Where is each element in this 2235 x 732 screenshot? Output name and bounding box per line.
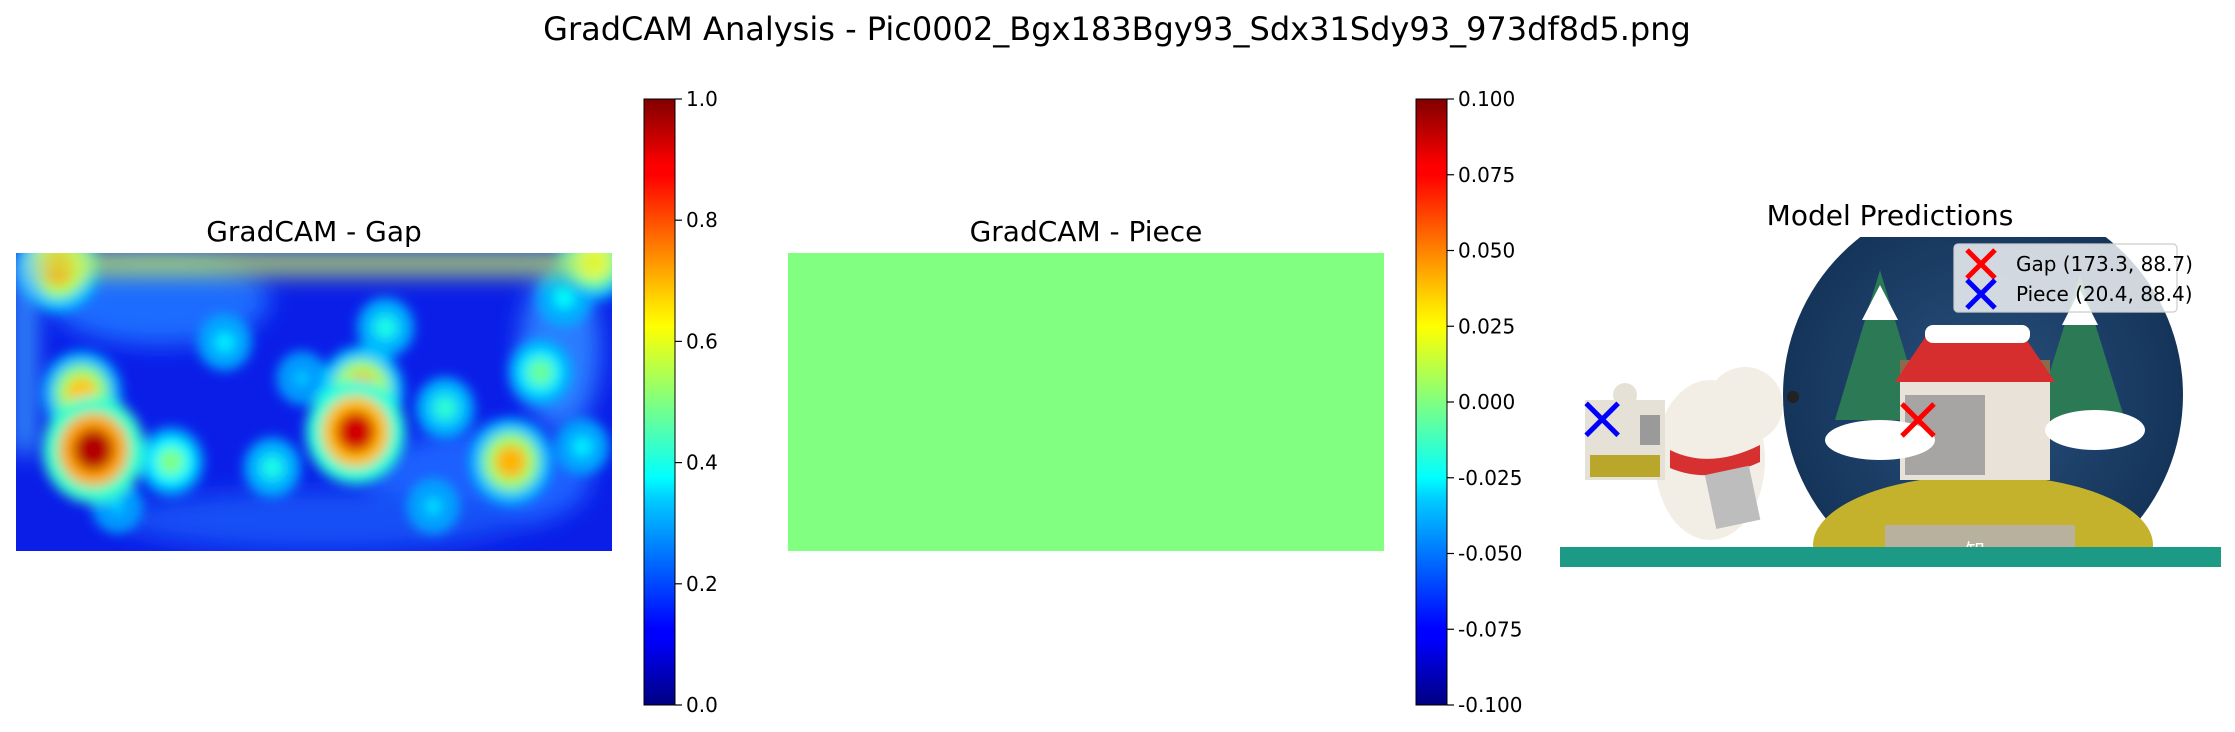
piece-colorbar [1415, 98, 1448, 706]
gap-hotspot-0-layer-3 [112, 501, 122, 512]
gap-hotspot-10-layer-3 [165, 455, 177, 468]
gap-hotspot-6-layer-3 [267, 462, 278, 473]
legend-box [1953, 243, 2178, 313]
colorbar-tick-label: 0.050 [1458, 239, 1515, 263]
colorbar-tick-label: 1.0 [686, 87, 718, 111]
prediction-marker-1 [1584, 401, 1620, 438]
gap-hotspot-3-layer-3 [219, 337, 230, 348]
piece-panel: GradCAM - Piece -0.100 -0.075 -0.050 -0.025… [788, 87, 1522, 717]
gap-hotspot-5-layer-3 [559, 292, 570, 303]
gap-hotspot-9-layer-3 [534, 366, 547, 379]
figure-title: GradCAM Analysis - Pic0002_Bgx183Bgy93_S… [543, 10, 1691, 48]
gap-hotspot-16-layer-3 [346, 422, 365, 442]
colorbar-tick-label: 0.100 [1458, 87, 1515, 111]
gap-hotspot-8-layer-3 [439, 402, 451, 414]
gap-hotspot-2-layer-3 [428, 501, 438, 512]
predictions-title: Model Predictions [1767, 199, 2014, 232]
prediction-markers [1584, 401, 1936, 438]
gap-hotspot-7-layer-3 [380, 322, 391, 333]
piece-heatmap-title: GradCAM - Piece [970, 215, 1203, 248]
gap-panel: GradCAM - Gap 0.0 0.2 0.4 0.6 0.8 1.0 [16, 87, 718, 717]
gap-hotspot-13-layer-3 [503, 453, 519, 470]
piece-heatmap-image [788, 253, 1384, 551]
colorbar-tick-label: -0.025 [1458, 466, 1522, 490]
gap-hotspot-4-layer-3 [577, 441, 588, 452]
predictions-legend: Gap (173.3, 88.7) Piece (20.4, 88.4) [1953, 243, 2193, 313]
legend-marker-0 [1965, 248, 1997, 280]
legend-label-1: Piece (20.4, 88.4) [2016, 282, 2193, 306]
colorbar-tick-label: 0.6 [686, 329, 718, 353]
predictions-background-image: 知 [1560, 237, 2221, 567]
colorbar-tick-label: 0.4 [686, 451, 718, 475]
legend-label-0: Gap (173.3, 88.7) [2016, 252, 2193, 276]
colorbar-tick-label: 0.025 [1458, 314, 1515, 338]
colorbar-tick-label: -0.050 [1458, 542, 1522, 566]
colorbar-tick-label: 0.075 [1458, 163, 1515, 187]
colorbar-tick-label: -0.100 [1458, 693, 1522, 717]
colorbar-tick-label: 0.000 [1458, 390, 1515, 414]
gap-hotspot-17-layer-3 [84, 439, 103, 460]
legend-marker-1 [1965, 278, 1997, 310]
colorbar-tick-label: 0.8 [686, 208, 718, 232]
gap-colorbar-ticks: 0.0 0.2 0.4 0.6 0.8 1.0 [675, 87, 718, 717]
gap-heatmap-title: GradCAM - Gap [206, 215, 422, 248]
prediction-marker-0 [1900, 402, 1936, 438]
gap-colorbar [643, 98, 676, 706]
colorbar-tick-label: -0.075 [1458, 617, 1522, 641]
piece-colorbar-ticks: -0.100 -0.075 -0.050 -0.025 0.000 0.025 0.050 0… [1447, 87, 1522, 717]
gap-heatmap-image [16, 253, 612, 551]
predictions-panel: Model Predictions 知 [1560, 199, 2221, 567]
colorbar-tick-label: 0.2 [686, 572, 718, 596]
gap-hotspot-1-layer-3 [297, 373, 307, 383]
colorbar-tick-label: 0.0 [686, 693, 718, 717]
